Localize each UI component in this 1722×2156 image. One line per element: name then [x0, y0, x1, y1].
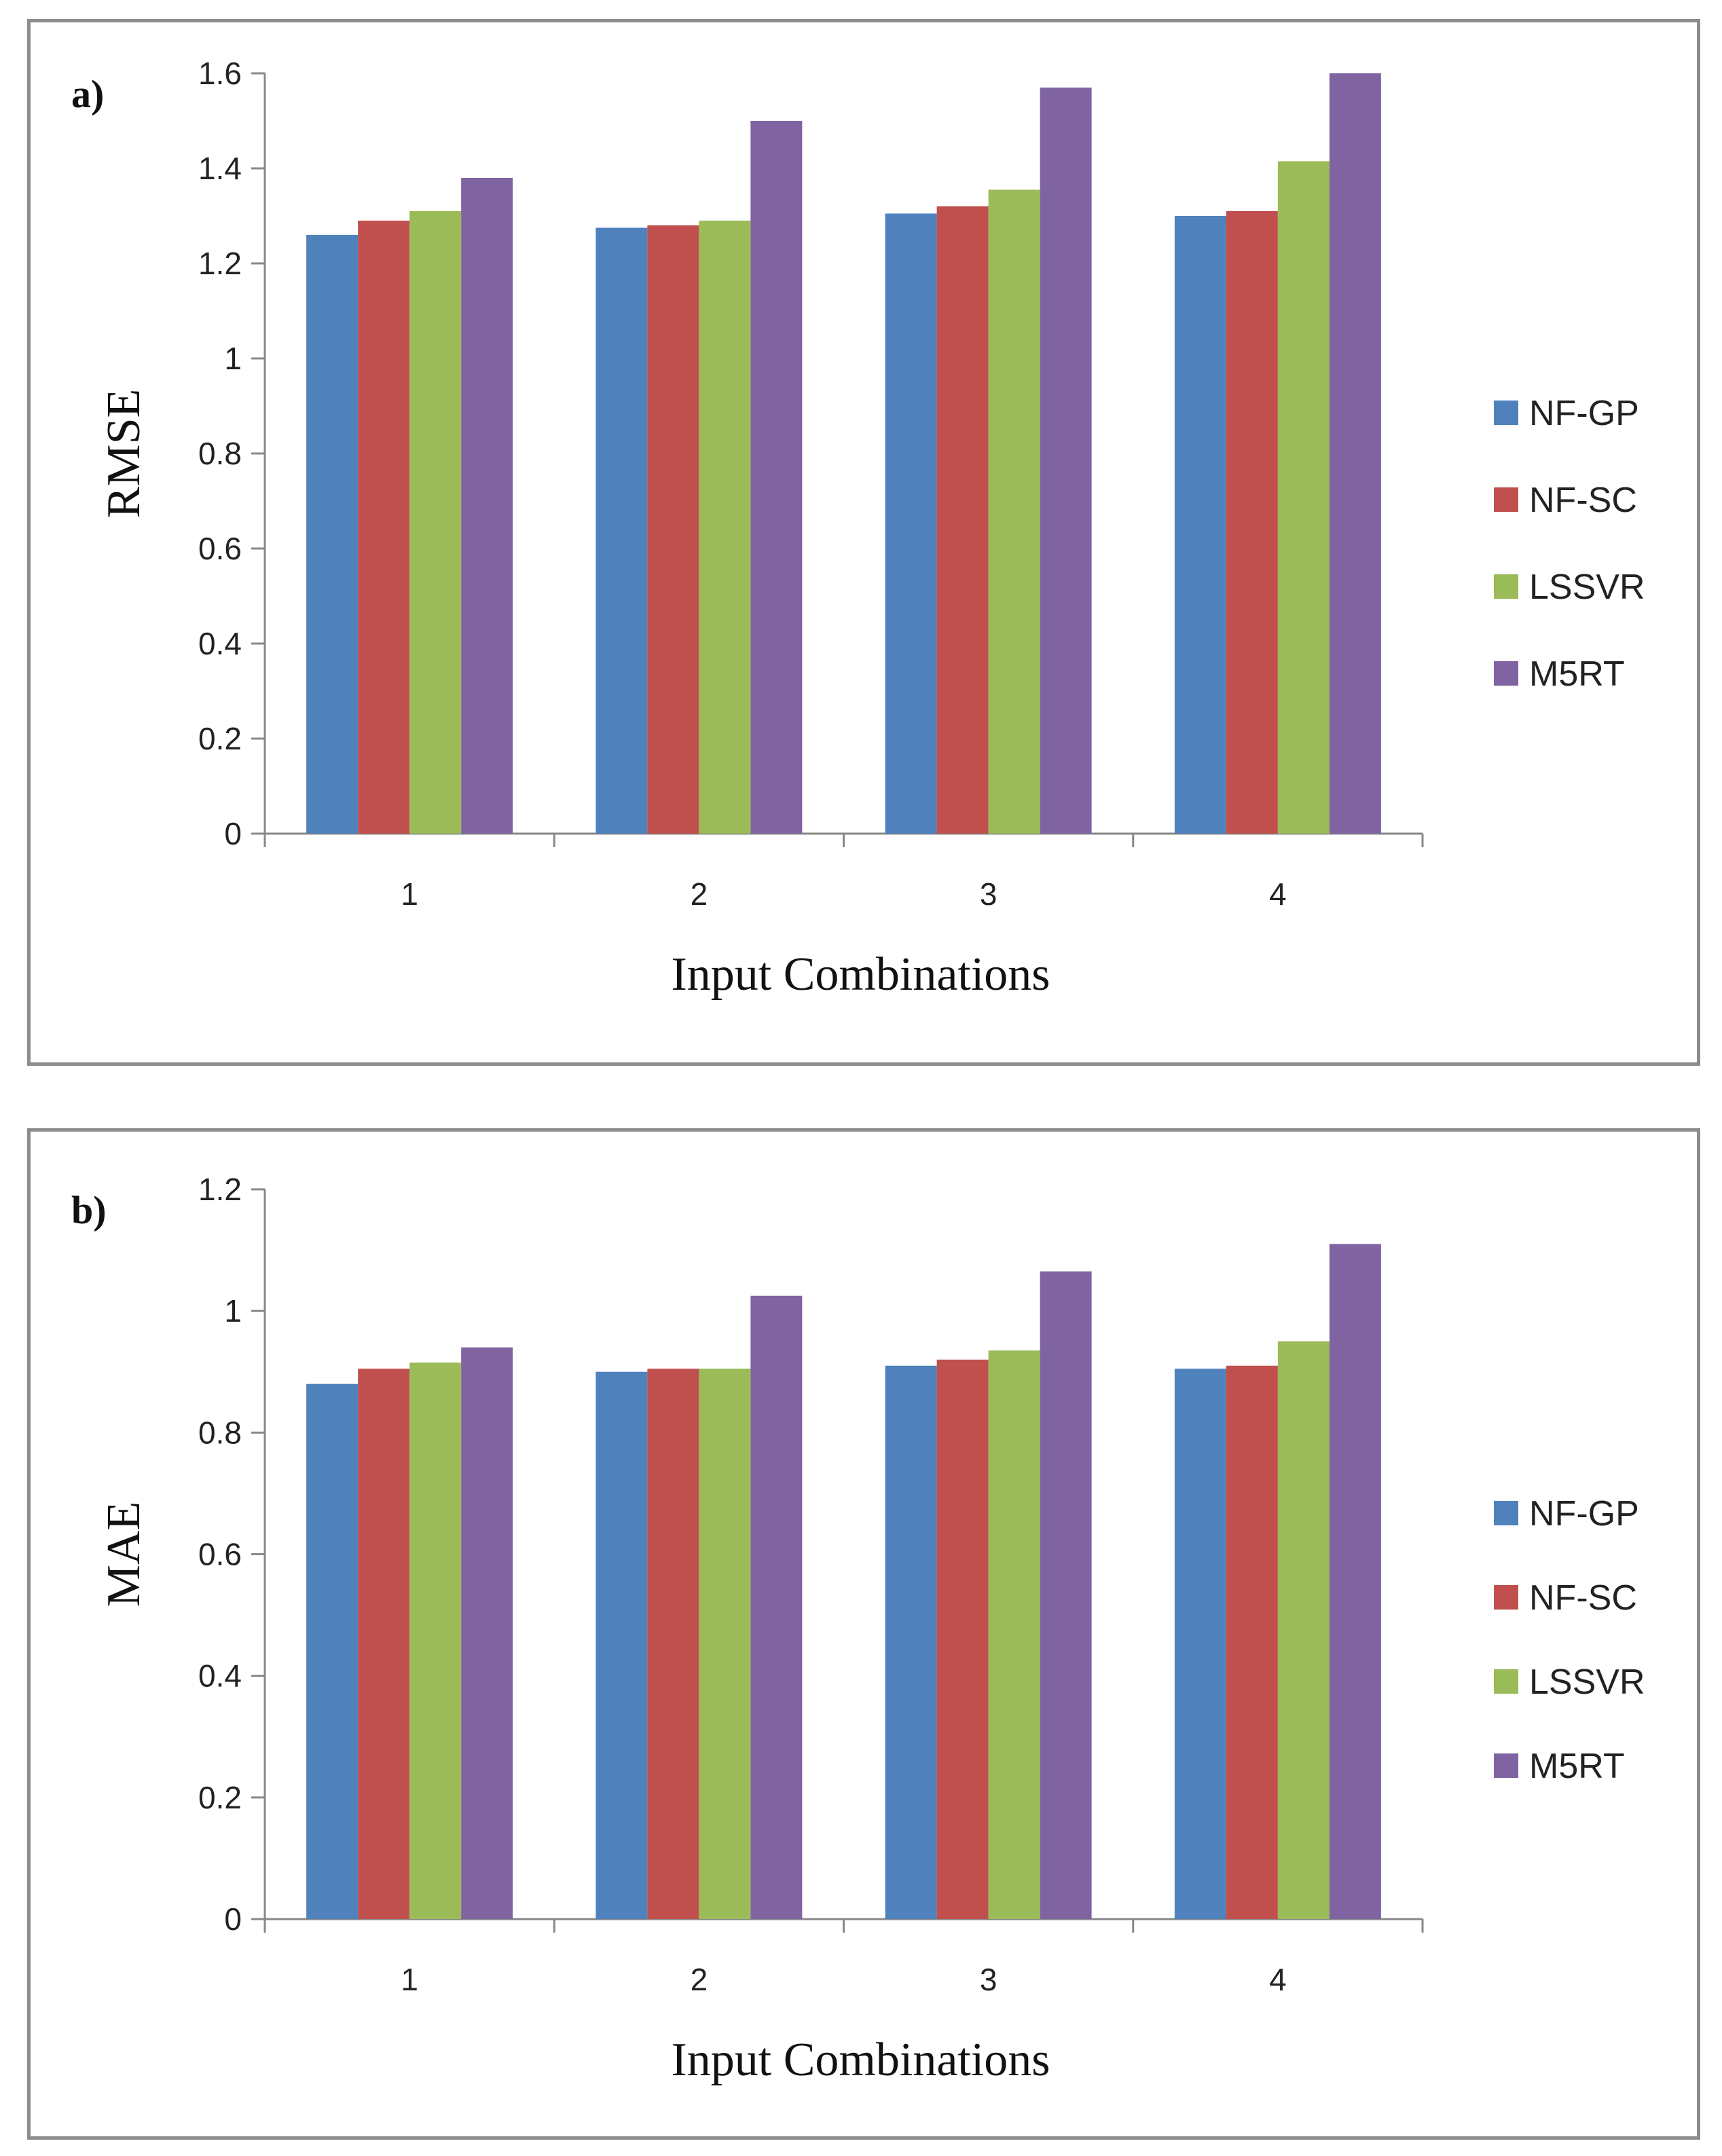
bar-nf-gp-cat-1 [306, 1383, 359, 1919]
x-axis-title: Input Combinations [671, 2034, 1050, 2086]
y-tick-label: 1.2 [198, 1172, 242, 1207]
y-tick-label: 1 [224, 341, 242, 376]
y-tick-label: 0 [224, 1901, 242, 1937]
bar-nf-sc-cat-4 [1226, 211, 1278, 834]
y-tick-label: 0.4 [198, 1658, 242, 1694]
legend-label-lssvr: LSSVR [1529, 1662, 1645, 1702]
x-tick-label: 1 [401, 876, 418, 912]
bar-lssvr-cat-2 [699, 221, 751, 834]
bar-lssvr-cat-1 [409, 211, 462, 834]
bar-lssvr-cat-1 [409, 1362, 462, 1919]
bar-nf-gp-cat-2 [596, 227, 648, 834]
y-tick-label: 0.2 [198, 1780, 242, 1815]
y-axis-title: MAE [98, 1502, 150, 1607]
y-tick-label: 1.6 [198, 56, 242, 91]
y-tick-label: 0.2 [198, 721, 242, 756]
bar-m5rt-cat-1 [461, 178, 513, 834]
panel-label: b) [71, 1188, 107, 1232]
bar-m5rt-cat-4 [1329, 1244, 1381, 1919]
legend-swatch-lssvr [1494, 1669, 1518, 1694]
bar-m5rt-cat-2 [750, 1295, 803, 1919]
y-tick-label: 0.6 [198, 1537, 242, 1572]
legend-swatch-nf-gp [1494, 401, 1518, 425]
legend-label-nf-sc: NF-SC [1529, 481, 1637, 520]
bar-nf-sc-cat-3 [936, 206, 989, 834]
legend-label-lssvr: LSSVR [1529, 568, 1645, 607]
chart-mae: 0 0.2 0.4 0.6 0.8 1 1.2 1 2 3 4 Input Combinations M… [71, 1172, 1645, 2086]
x-tick-label: 3 [980, 876, 997, 912]
bar-nf-sc-cat-2 [647, 1369, 699, 1919]
bar-m5rt-cat-1 [461, 1347, 513, 1919]
y-tick-label: 0 [224, 816, 242, 851]
bar-m5rt-cat-2 [750, 121, 803, 834]
bar-nf-sc-cat-3 [936, 1359, 989, 1919]
panel-label: a) [71, 72, 104, 116]
y-tick-label: 1 [224, 1293, 242, 1328]
bar-lssvr-cat-3 [988, 1350, 1040, 1919]
legend-swatch-lssvr [1494, 574, 1518, 599]
bar-lssvr-cat-3 [988, 189, 1040, 834]
legend-swatch-nf-gp [1494, 1501, 1518, 1525]
x-tick-label: 2 [691, 876, 708, 912]
x-axis-title: Input Combinations [671, 948, 1050, 1001]
y-tick-label: 0.4 [198, 626, 242, 661]
bar-nf-sc-cat-2 [647, 225, 699, 834]
y-tick-label: 0.6 [198, 531, 242, 566]
legend-swatch-nf-sc [1494, 487, 1518, 512]
legend-swatch-m5rt [1494, 1753, 1518, 1778]
legend-label-nf-sc: NF-SC [1529, 1578, 1637, 1618]
y-tick-label: 0.8 [198, 436, 242, 471]
y-tick-label: 1.2 [198, 246, 242, 281]
legend-swatch-nf-sc [1494, 1585, 1518, 1610]
bar-lssvr-cat-4 [1277, 161, 1330, 834]
chart-rmse: 0 0.2 0.4 0.6 0.8 1 1.2 1.4 1.6 1 2 3 4 Input Combina… [71, 56, 1645, 1001]
x-tick-label: 2 [691, 1962, 708, 1997]
x-tick-label: 4 [1269, 1962, 1287, 1997]
legend-swatch-m5rt [1494, 661, 1518, 686]
legend-label-m5rt: M5RT [1529, 1747, 1625, 1786]
chart-panel-mae: 0 0.2 0.4 0.6 0.8 1 1.2 1 2 3 4 Input Combinations M… [27, 1128, 1700, 2140]
legend-label-m5rt: M5RT [1529, 654, 1625, 694]
bar-nf-gp-cat-1 [306, 235, 359, 834]
legend-label-nf-gp: NF-GP [1529, 394, 1639, 433]
bar-m5rt-cat-3 [1040, 1271, 1092, 1919]
y-axis-title: RMSE [98, 389, 150, 519]
bar-nf-gp-cat-2 [596, 1371, 648, 1919]
x-tick-label: 3 [980, 1962, 997, 1997]
bar-nf-gp-cat-3 [885, 213, 937, 834]
x-tick-label: 1 [401, 1962, 418, 1997]
bar-lssvr-cat-4 [1277, 1341, 1330, 1919]
bar-nf-gp-cat-3 [885, 1365, 937, 1919]
y-tick-label: 1.4 [198, 151, 242, 186]
bar-m5rt-cat-3 [1040, 88, 1092, 834]
chart-panel-rmse: 0 0.2 0.4 0.6 0.8 1 1.2 1.4 1.6 1 2 3 4 Input Combina… [27, 19, 1700, 1066]
bar-m5rt-cat-4 [1329, 73, 1381, 834]
bar-nf-sc-cat-1 [358, 221, 410, 834]
legend-label-nf-gp: NF-GP [1529, 1494, 1639, 1534]
bar-lssvr-cat-2 [699, 1369, 751, 1919]
bar-nf-gp-cat-4 [1174, 216, 1226, 834]
y-tick-label: 0.8 [198, 1415, 242, 1450]
x-tick-label: 4 [1269, 876, 1287, 912]
bar-nf-gp-cat-4 [1174, 1369, 1226, 1919]
bar-nf-sc-cat-4 [1226, 1365, 1278, 1919]
bar-nf-sc-cat-1 [358, 1369, 410, 1919]
